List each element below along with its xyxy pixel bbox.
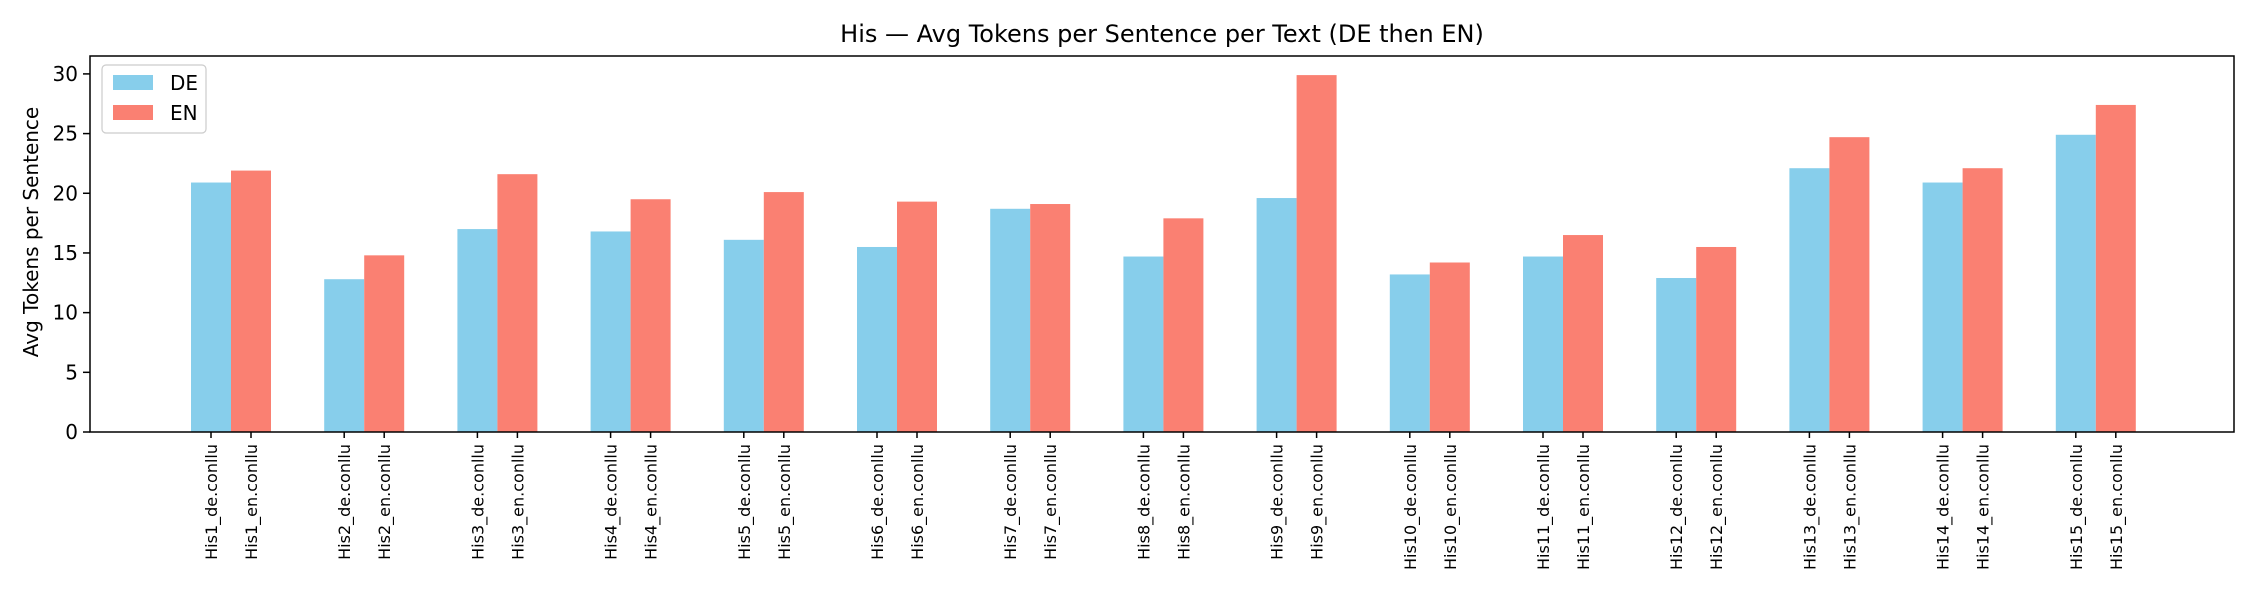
- x-tick-label: His5_en.conllu: [775, 444, 795, 560]
- bar-en-his13: [1829, 137, 1870, 432]
- bar-de-his5: [723, 239, 764, 432]
- legend-swatch-de: [113, 75, 153, 90]
- x-tick-label: His14_de.conllu: [1934, 444, 1954, 570]
- x-tick-label: His15_de.conllu: [2067, 444, 2087, 570]
- bar-de-his1: [191, 182, 231, 432]
- x-tick-label: His8_de.conllu: [1134, 444, 1154, 560]
- y-tick-label: 30: [53, 62, 78, 86]
- x-tick-label: His15_en.conllu: [2107, 444, 2127, 570]
- bar-en-his7: [1030, 204, 1071, 432]
- x-tick-label: His11_en.conllu: [1574, 444, 1594, 570]
- x-tick-label: His6_en.conllu: [908, 444, 928, 560]
- bar-de-his7: [990, 208, 1031, 432]
- bar-de-his10: [1389, 274, 1430, 432]
- bar-de-his15: [2055, 134, 2096, 432]
- bar-en-his9: [1296, 75, 1337, 432]
- x-tick-label: His6_de.conllu: [868, 444, 888, 560]
- x-axis: His1_de.conllu His2_de.conllu His3_de.conl…: [202, 432, 2127, 570]
- x-tick-label: His3_en.conllu: [508, 444, 528, 560]
- bar-de-his8: [1123, 256, 1164, 432]
- x-tick-label: His13_en.conllu: [1840, 444, 1860, 570]
- x-tick-label: His9_de.conllu: [1268, 444, 1288, 560]
- bar-en-his4: [630, 199, 671, 432]
- bar-de-his6: [857, 246, 897, 432]
- bar-de-his13: [1789, 168, 1830, 432]
- y-axis-label: Avg Tokens per Sentence: [19, 107, 43, 357]
- bar-de-his12: [1656, 278, 1697, 432]
- bar-en-his10: [1429, 262, 1470, 432]
- x-tick-label: His2_en.conllu: [375, 444, 395, 560]
- x-tick-label: His7_en.conllu: [1041, 444, 1061, 560]
- bar-en-his12: [1696, 246, 1737, 432]
- bar-en-his14: [1962, 168, 2003, 432]
- bar-en-his2: [364, 255, 405, 432]
- bar-de-his14: [1922, 182, 1963, 432]
- x-tick-label: His11_de.conllu: [1534, 444, 1554, 570]
- bar-de-his9: [1256, 198, 1297, 432]
- y-tick-label: 15: [53, 241, 78, 265]
- x-tick-label: His10_en.conllu: [1441, 444, 1461, 570]
- x-tick-label: His9_en.conllu: [1308, 444, 1328, 560]
- chart-title: His — Avg Tokens per Sentence per Text (…: [840, 20, 1484, 48]
- bars-layer: [191, 75, 2136, 433]
- bar-en-his3: [497, 174, 538, 432]
- y-tick-label: 25: [53, 122, 78, 146]
- legend-label-de: DE: [170, 71, 198, 95]
- y-axis: 0 5 10 15 20 25 30: [53, 62, 90, 444]
- x-tick-label: His12_en.conllu: [1707, 444, 1727, 570]
- legend-label-en: EN: [170, 101, 198, 125]
- x-tick-label: His10_de.conllu: [1401, 444, 1421, 570]
- x-tick-label: His3_de.conllu: [468, 444, 488, 560]
- x-tick-label: His12_de.conllu: [1667, 444, 1687, 570]
- x-tick-label: His14_en.conllu: [1974, 444, 1994, 570]
- x-tick-label: His5_de.conllu: [735, 444, 755, 560]
- bar-en-his8: [1163, 218, 1204, 432]
- bar-de-his4: [590, 231, 631, 432]
- bar-en-his5: [763, 192, 804, 432]
- legend-swatch-en: [113, 105, 153, 120]
- bar-de-his2: [324, 279, 365, 432]
- bar-en-his6: [897, 201, 937, 432]
- y-tick-label: 5: [65, 360, 78, 384]
- bar-de-his3: [457, 229, 498, 432]
- bar-en-his15: [2095, 104, 2136, 432]
- plot-frame: [89, 55, 2235, 433]
- bar-de-his11: [1523, 256, 1563, 432]
- bar-en-his11: [1563, 235, 1603, 432]
- x-tick-label: His4_de.conllu: [602, 444, 622, 560]
- bar-en-his1: [231, 170, 271, 433]
- x-tick-label: His2_de.conllu: [335, 444, 355, 560]
- x-tick-label: His1_en.conllu: [242, 444, 262, 560]
- legend: DE EN: [101, 64, 207, 134]
- y-tick-label: 10: [53, 301, 78, 325]
- y-tick-label: 0: [65, 420, 78, 444]
- y-tick-label: 20: [53, 181, 78, 205]
- x-tick-label: His13_de.conllu: [1800, 444, 1820, 570]
- x-tick-label: His1_de.conllu: [202, 444, 222, 560]
- x-tick-label: His4_en.conllu: [642, 444, 662, 560]
- x-tick-label: His7_de.conllu: [1001, 444, 1021, 560]
- x-tick-label: His8_en.conllu: [1174, 444, 1194, 560]
